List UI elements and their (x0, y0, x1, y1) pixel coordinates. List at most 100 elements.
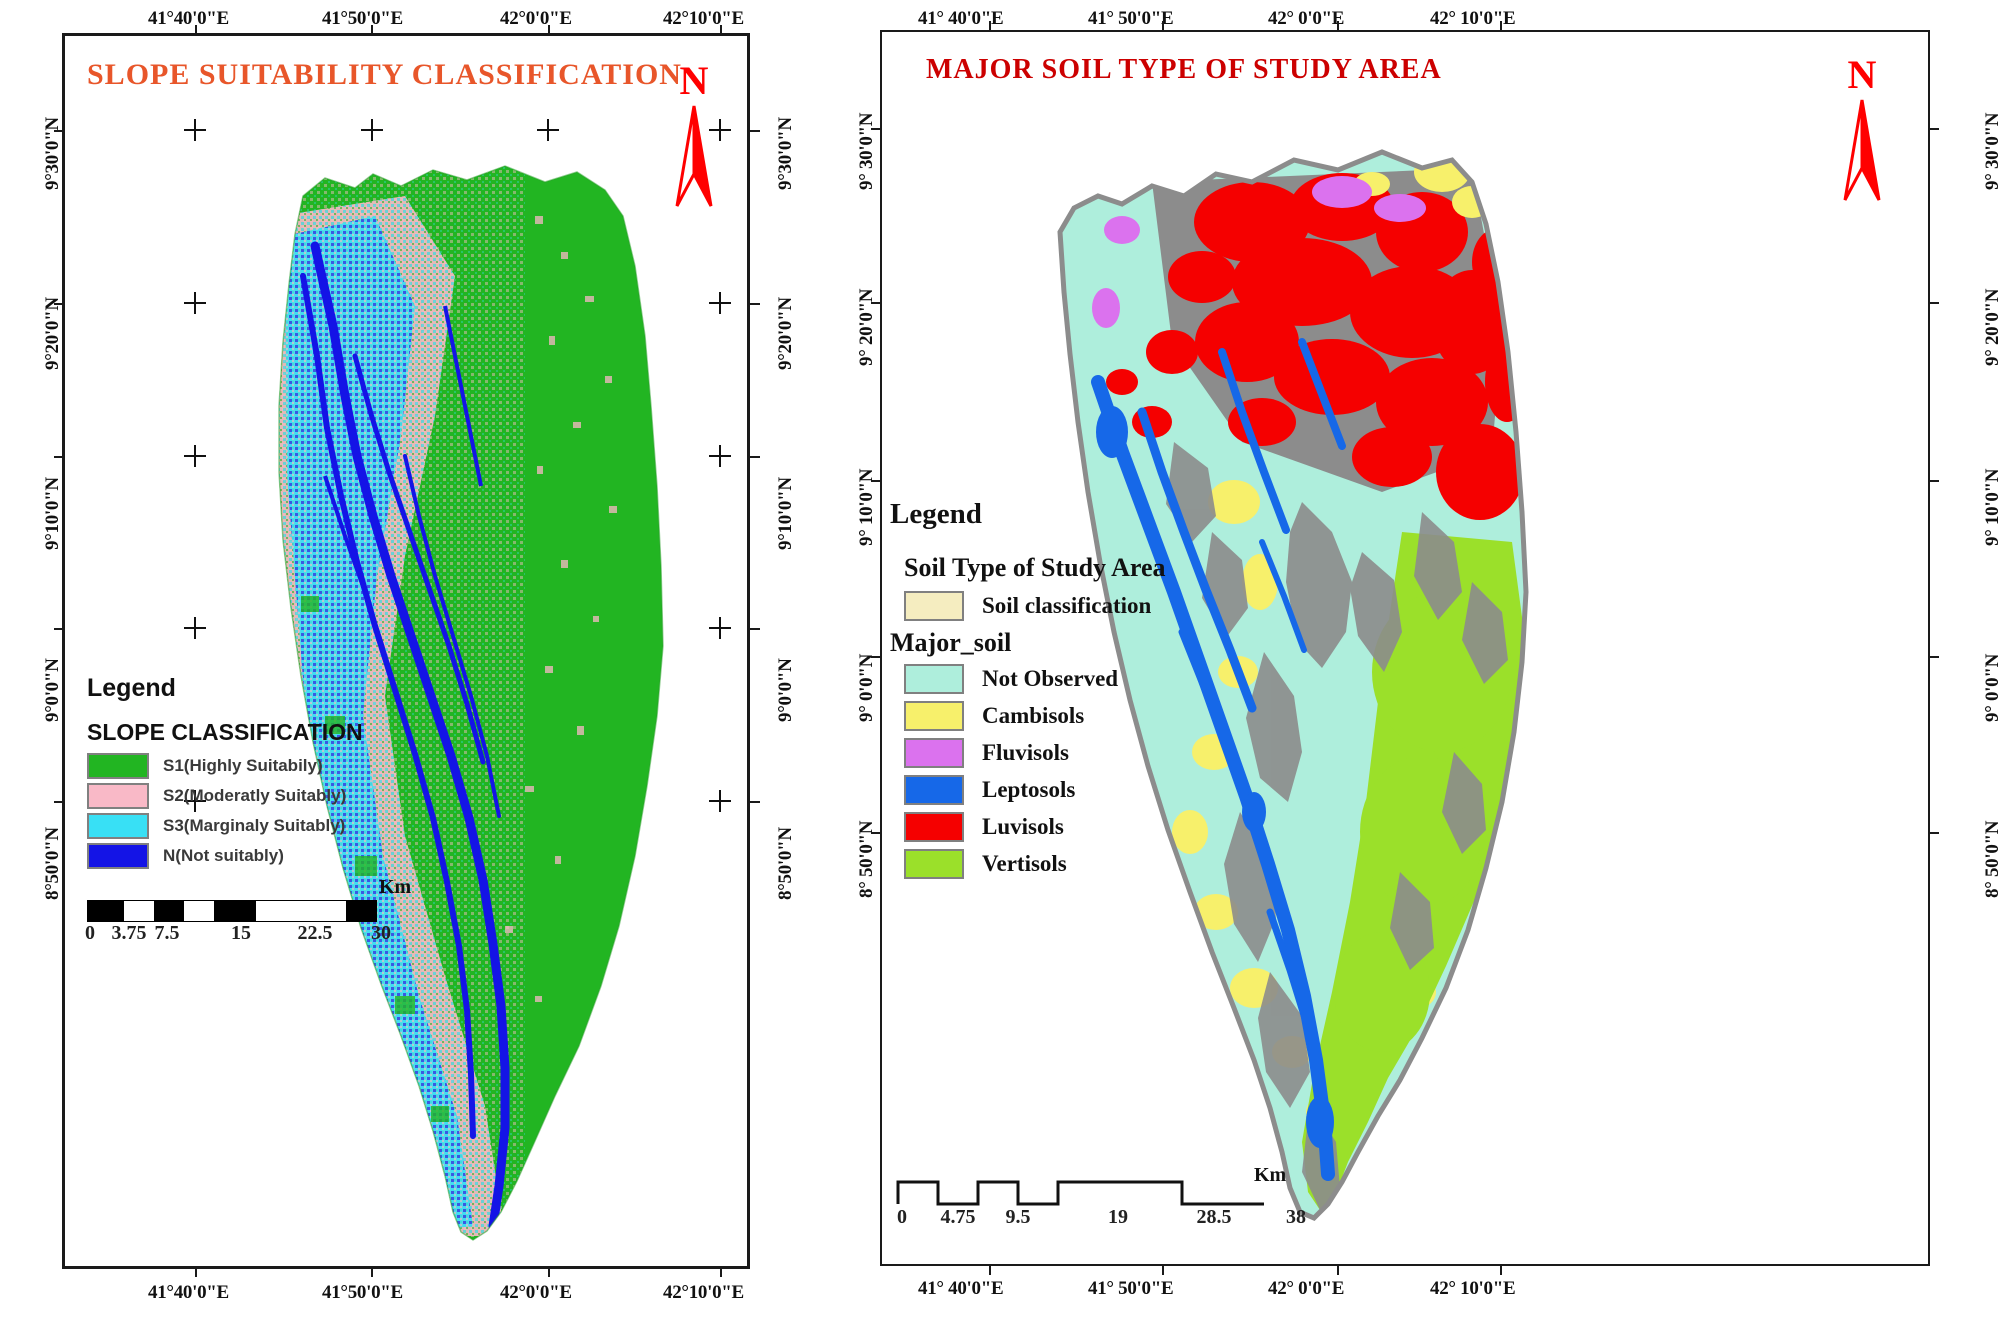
left-map-legend: Legend SLOPE CLASSIFICATION S1(Highly Su… (87, 674, 363, 873)
right-right-axis-label-2: 9° 10'0"N (1982, 468, 2003, 546)
left-left-axis-label-0: 9°30'0"N (42, 117, 63, 190)
right-frame-tick-lf-1 (871, 302, 882, 304)
legend-subtitle: SLOPE CLASSIFICATION (87, 719, 363, 745)
right-left-axis-label-3: 9° 0'0"N (856, 654, 877, 722)
scalebar-label-5: 38 (1286, 1206, 1306, 1228)
scalebar-seg-white-3 (256, 901, 346, 921)
legend-label-s3: S3(Marginaly Suitably) (163, 816, 346, 835)
legend-group-major-soil: Major_soil (890, 628, 1012, 657)
left-scalebar-labels: 0 3.75 7.5 15 22.5 30 (85, 922, 397, 952)
legend-item-luvisols[interactable]: Luvisols (904, 812, 1166, 842)
right-bottom-axis-label-0: 41° 40'0"E (918, 1278, 1004, 1299)
left-top-axis-label-1: 41°50'0"E (322, 8, 403, 29)
left-scalebar: 0 3.75 7.5 15 22.5 30 Km (85, 876, 411, 952)
right-frame-tick-bot-1 (1162, 1264, 1164, 1275)
legend-item-cambisols[interactable]: Cambisols (904, 701, 1166, 731)
right-frame-tick-top-3 (1500, 21, 1502, 32)
graticule-cross (361, 119, 383, 141)
left-frame-tick-lf-1 (54, 303, 65, 305)
scalebar-seg-white-2 (184, 901, 214, 921)
right-top-axis-label-2: 42° 0'0"E (1268, 8, 1345, 29)
right-bottom-axis-label-3: 42° 10'0"E (1430, 1278, 1516, 1299)
legend-item-n[interactable]: N(Not suitably) (87, 843, 363, 869)
legend-swatch-s1 (87, 753, 149, 779)
scalebar-label-2: 7.5 (154, 922, 180, 944)
legend-item-s2[interactable]: S2(Moderatly Suitably) (87, 783, 363, 809)
left-scalebar-graphic (87, 900, 377, 922)
legend-label-leptosols: Leptosols (982, 777, 1076, 802)
slope-suitability-raster (205, 156, 735, 1246)
left-left-axis-label-3: 9°0'0"N (42, 658, 63, 722)
right-scalebar-unit: Km (1254, 1164, 1287, 1186)
legend-item-vertisols[interactable]: Vertisols (904, 849, 1166, 879)
left-frame-tick-rt-0 (749, 130, 760, 132)
right-left-axis-label-0: 9° 30'0"N (856, 112, 877, 190)
legend-item-leptosols[interactable]: Leptosols (904, 775, 1166, 805)
legend-swatch-luvisols (904, 812, 964, 842)
right-left-axis-label-1: 9° 20'0"N (856, 288, 877, 366)
left-frame-tick-rt-4 (749, 801, 760, 803)
right-top-axis-label-0: 41° 40'0"E (918, 8, 1004, 29)
left-bottom-axis-label-3: 42°10'0"E (663, 1282, 744, 1303)
legend-swatch-vertisols (904, 849, 964, 879)
graticule-cross (184, 445, 206, 467)
legend-swatch-s3 (87, 813, 149, 839)
scalebar-label-3: 15 (231, 922, 251, 944)
legend-item-s1[interactable]: S1(Highly Suitabily) (87, 753, 363, 779)
scalebar-label-1: 4.75 (940, 1206, 976, 1228)
legend-swatch-leptosols (904, 775, 964, 805)
right-scalebar: 0 4.75 9.5 19 28.5 38 Km (896, 1164, 1306, 1236)
graticule-cross (709, 292, 731, 314)
right-frame-tick-bot-2 (1337, 1264, 1339, 1275)
legend-label-s1: S1(Highly Suitabily) (163, 756, 323, 775)
graticule-cross (709, 790, 731, 812)
right-top-axis-label-3: 42° 10'0"E (1430, 8, 1516, 29)
left-frame-tick-lf-2 (54, 456, 65, 458)
scalebar-label-2: 9.5 (1005, 1206, 1031, 1228)
right-scalebar-labels: 0 4.75 9.5 19 28.5 38 (896, 1206, 1306, 1236)
north-arrow-icon (675, 105, 713, 207)
right-top-axis-label-1: 41° 50'0"E (1088, 8, 1174, 29)
legend-swatch-cambisols (904, 701, 964, 731)
legend-swatch-soil-classification (904, 591, 964, 621)
legend-label-not-observed: Not Observed (982, 666, 1119, 691)
legend-item-not-observed[interactable]: Not Observed (904, 664, 1166, 694)
graticule-cross (709, 617, 731, 639)
north-letter: N (679, 58, 709, 103)
legend-item-s3[interactable]: S3(Marginaly Suitably) (87, 813, 363, 839)
legend-item-fluvisols[interactable]: Fluvisols (904, 738, 1166, 768)
left-map-frame: SLOPE SUITABILITY CLASSIFICATION N (54, 25, 760, 1277)
legend-swatch-fluvisols (904, 738, 964, 768)
left-frame-tick-bot-0 (195, 1266, 197, 1277)
left-map-title: SLOPE SUITABILITY CLASSIFICATION (87, 58, 682, 91)
right-frame-tick-top-0 (989, 21, 991, 32)
left-right-axis-label-0: 9°30'0"N (775, 117, 796, 190)
right-right-axis-label-1: 9° 20'0"N (1982, 288, 2003, 366)
left-right-axis-label-4: 8°50'0"N (775, 827, 796, 900)
scalebar-label-3: 19 (1108, 1206, 1128, 1228)
left-frame-tick-top-0 (195, 25, 197, 36)
scalebar-label-4: 28.5 (1196, 1206, 1232, 1228)
left-bottom-axis-label-1: 41°50'0"E (322, 1282, 403, 1303)
left-top-axis-label-3: 42°10'0"E (663, 8, 744, 29)
graticule-cross (709, 119, 731, 141)
legend-label-luvisols: Luvisols (982, 814, 1064, 839)
left-left-axis-label-4: 8°50'0"N (42, 827, 63, 900)
scalebar-seg-white-1 (124, 901, 154, 921)
scalebar-label-1: 3.75 (111, 922, 147, 944)
legend-item-soil-classification[interactable]: Soil classification (904, 591, 1166, 621)
left-bottom-axis-label-2: 42°0'0"E (500, 1282, 572, 1303)
graticule-cross (537, 119, 559, 141)
left-top-axis-label-0: 41°40'0"E (148, 8, 229, 29)
left-frame-tick-bot-3 (720, 1266, 722, 1277)
scalebar-label-0: 0 (897, 1206, 907, 1228)
left-frame-tick-lf-4 (54, 801, 65, 803)
scalebar-label-0: 0 (85, 922, 95, 944)
right-bottom-axis-label-2: 42° 0'0"E (1268, 1278, 1345, 1299)
left-right-axis-label-2: 9°10'0"N (775, 477, 796, 550)
legend-swatch-n (87, 843, 149, 869)
scalebar-label-5: 30 (371, 922, 391, 944)
graticule-cross (184, 790, 206, 812)
legend-subtitle: Soil Type of Study Area (904, 553, 1166, 582)
right-frame-tick-bot-0 (989, 1264, 991, 1275)
